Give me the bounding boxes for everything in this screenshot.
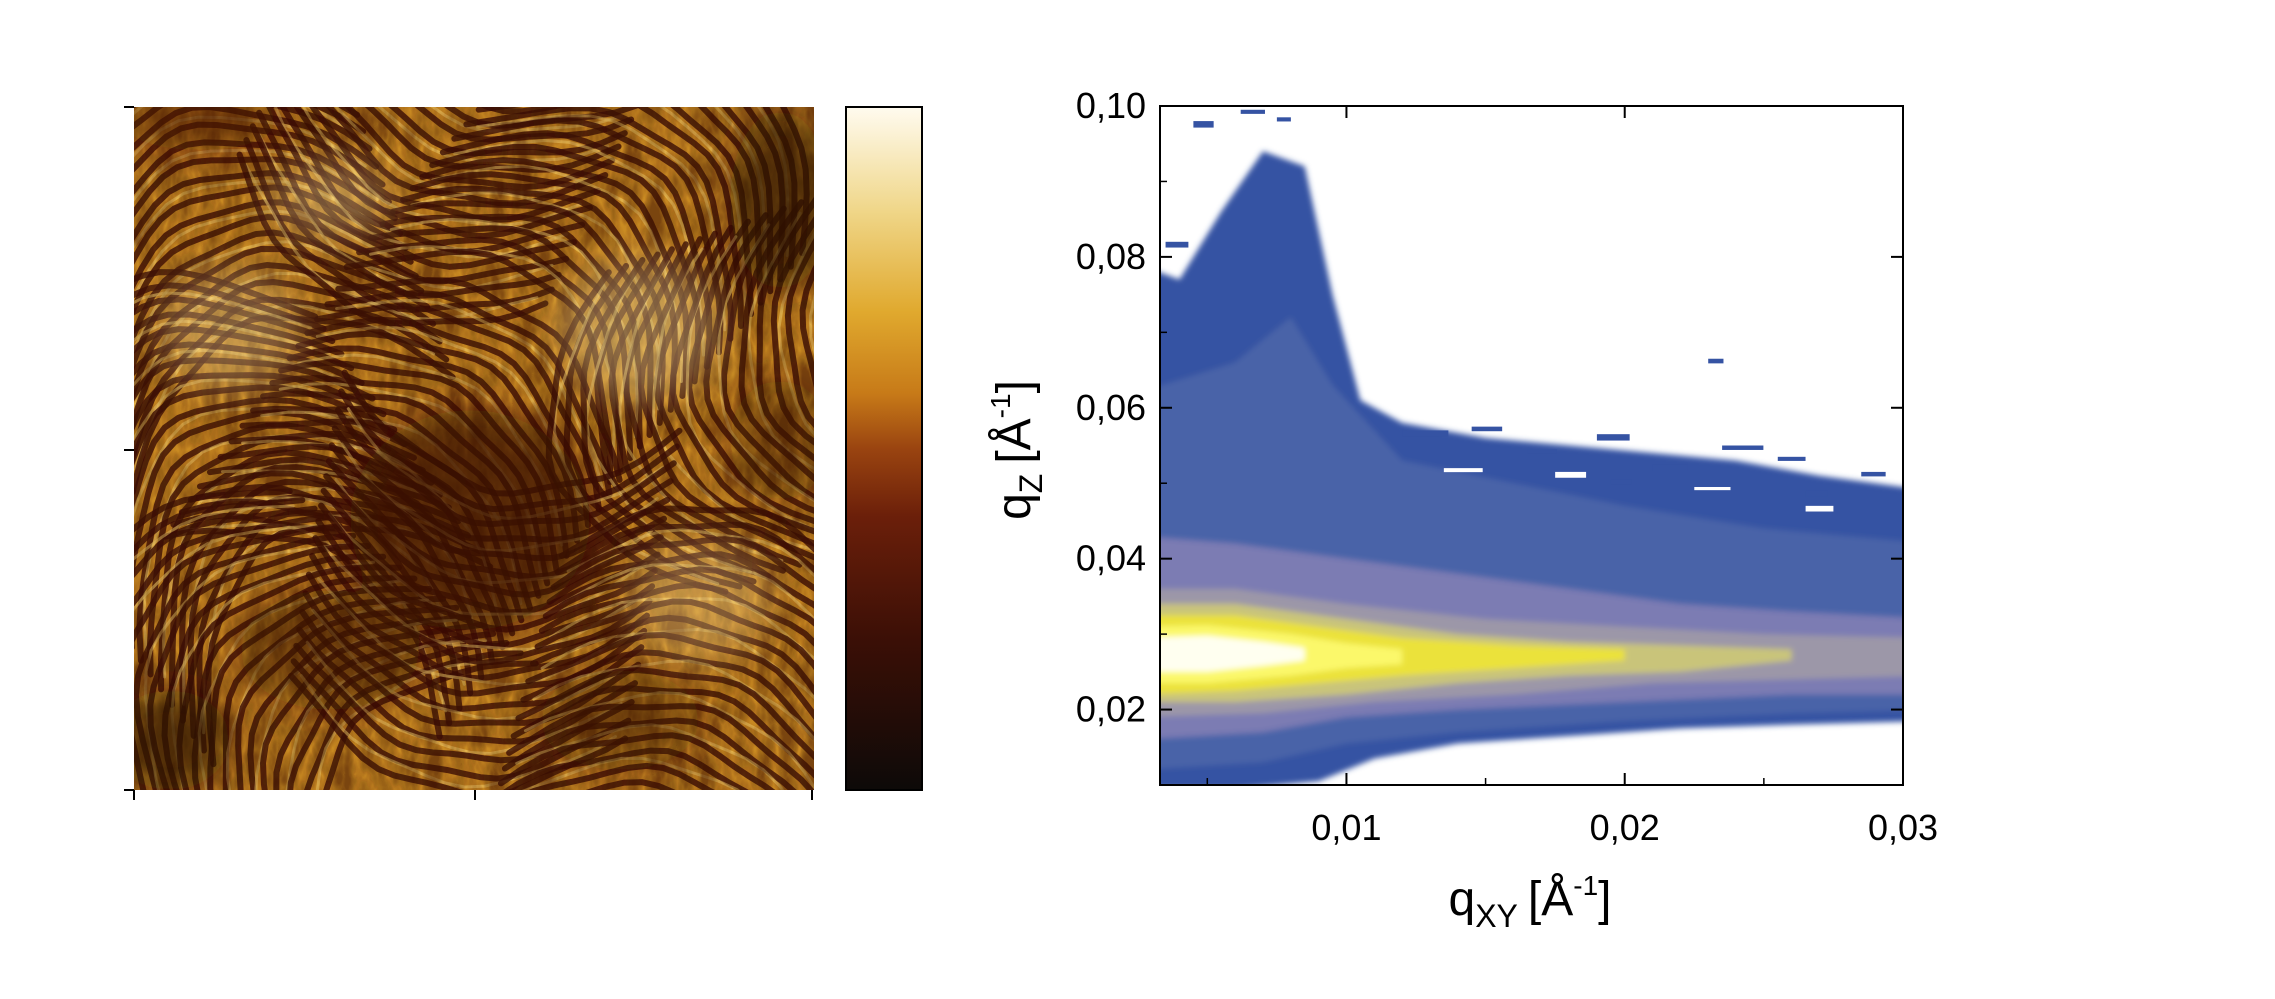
speckle-gap [1805,505,1834,512]
stripe-highlight [330,0,652,120]
speckle [1708,358,1724,364]
x-axis-label-sub: XY [1475,898,1518,934]
speckle [1805,490,1828,497]
y-tick-label: 0,02 [1076,689,1146,730]
x-axis-label-unit-close: ] [1598,873,1611,926]
image-ticks [124,106,813,800]
y-axis-label-sub: Z [1013,474,1049,494]
y-axis-label-unit-open: [Å [988,418,1041,463]
stripe [484,764,835,935]
speckle-gap [1443,468,1483,473]
colorbar-frame [845,106,923,791]
speckle [1527,449,1557,454]
stripe [330,0,677,105]
speckle [1471,426,1503,432]
x-tick-label: 0,01 [1311,807,1381,848]
y-tick-label: 0,10 [1076,85,1146,126]
x-axis-ticks: 0,01 0,02 0,03 [1206,106,1938,848]
microscopy-image-panel [124,0,835,935]
speckle [1596,434,1630,441]
x-axis-label-base: q [1449,873,1476,926]
y-axis-label-unit-sup: -1 [985,393,1016,418]
dark-regions [134,107,814,790]
speckle-gap [1555,471,1587,478]
y-axis-label-base: q [988,493,1041,520]
speckle [1240,109,1265,114]
y-axis-ticks: 0,02 0,04 0,06 0,08 0,10 [1076,85,1903,786]
speckle [1777,456,1806,461]
contour-speckle [1165,109,1901,763]
speckle [1722,445,1764,450]
colorbar-fill [846,107,922,790]
stripe [323,0,668,119]
x-axis-label: qXY [Å-1] [1449,870,1612,934]
x-tick-label: 0,02 [1590,807,1660,848]
y-tick-label: 0,04 [1076,538,1146,579]
speckle-gap [1875,728,1901,734]
speckle [1861,471,1886,477]
contour-plot: 0,01 0,02 0,03 0,020,040,060,080,10 qXY [Å-… [985,85,1938,934]
y-tick-label: 0,06 [1076,387,1146,428]
colorbar [845,106,923,791]
speckle [1276,117,1291,122]
contour-levels [1160,151,1903,785]
speckle-gap [1429,758,1460,762]
speckle [1193,121,1214,128]
speckle [1165,241,1189,248]
speckle [1402,430,1449,437]
microscopy-image [134,0,835,935]
speckle-gap [1569,751,1607,756]
x-axis-label-unit-sup: -1 [1573,870,1598,901]
x-tick-label: 0,03 [1868,807,1938,848]
plot-frame [1159,105,1904,786]
speckle-gap [1694,486,1731,491]
speckle [1610,479,1632,485]
speckle-gap [1833,758,1873,763]
speckle [1652,464,1688,472]
y-axis-label-unit-close: ] [988,380,1041,393]
y-tick-label: 0,08 [1076,236,1146,277]
contour-level-8 [1160,635,1305,672]
speckle-gap [1722,743,1766,748]
bright-regions [160,160,770,660]
y-axis-label: qZ [Å-1] [985,380,1049,520]
x-axis-label-unit-open: [Å [1528,873,1573,926]
